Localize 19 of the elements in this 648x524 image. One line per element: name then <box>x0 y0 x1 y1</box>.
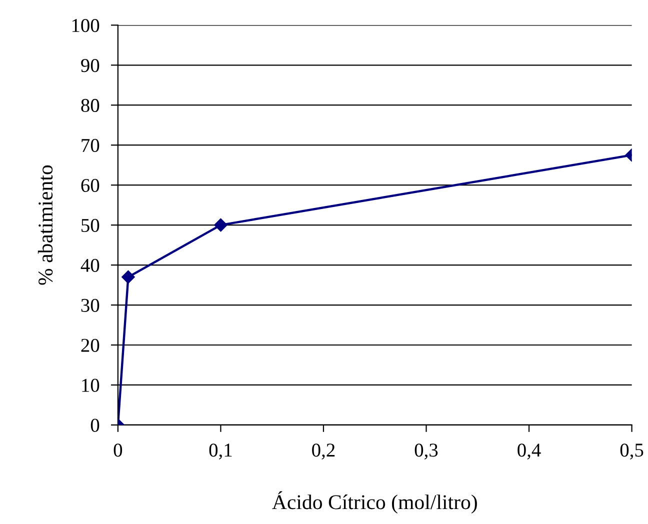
y-tick-label: 70 <box>82 138 100 152</box>
y-tick-label: 10 <box>82 378 100 392</box>
y-tick-label: 20 <box>81 338 100 352</box>
y-tick-label: 40 <box>80 258 100 272</box>
x-tick-label: 0,4 <box>518 444 541 460</box>
y-axis-title: % abatimiento <box>38 165 53 285</box>
y-tick-label: 60 <box>81 178 100 192</box>
y-tick-label: 0 <box>90 418 100 432</box>
x-tick-label: 0,1 <box>209 444 232 460</box>
x-tick-label: 0,5 <box>620 444 644 460</box>
x-tick-label: 0,3 <box>414 444 438 460</box>
y-tick-label: 80 <box>81 98 100 112</box>
y-tick-label: 100 <box>72 18 100 32</box>
x-tick-label: 0,2 <box>312 444 335 460</box>
x-axis-title: Ácido Cítrico (mol/litro) <box>272 491 477 514</box>
x-tick-label: 0 <box>114 444 122 457</box>
y-tick-label: 50 <box>82 218 100 232</box>
y-tick-label: 30 <box>81 298 100 312</box>
y-tick-label: 90 <box>81 58 100 72</box>
